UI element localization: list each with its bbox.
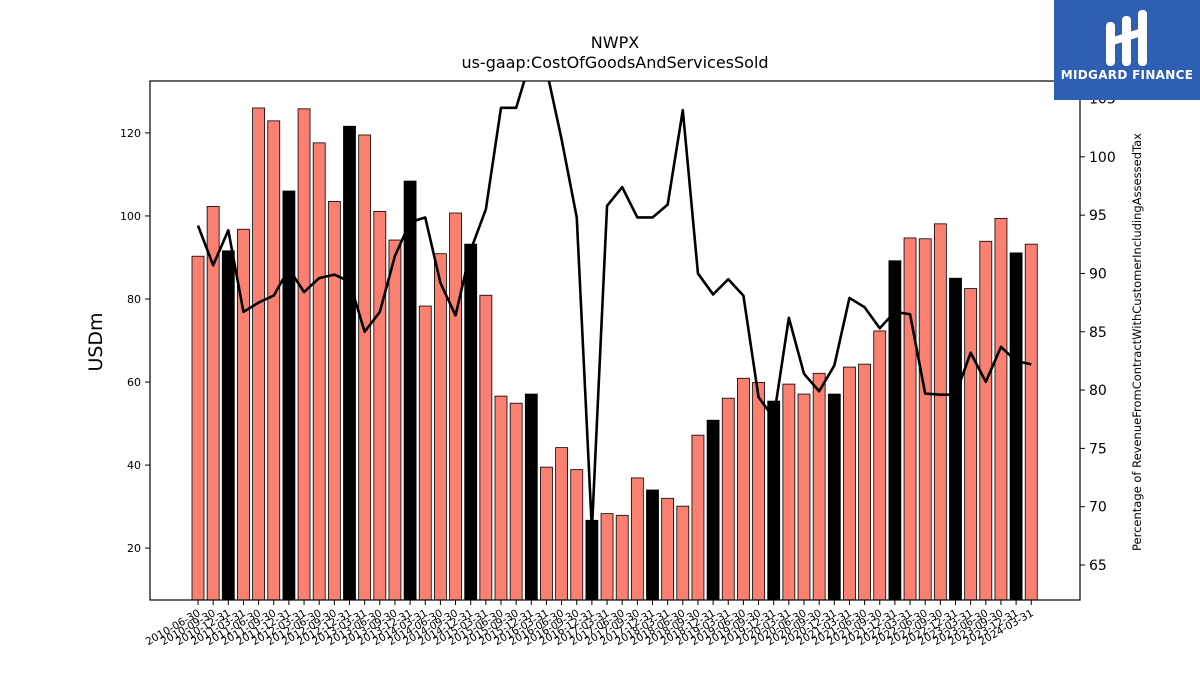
bar — [358, 134, 372, 601]
bar — [691, 434, 705, 601]
bar — [585, 519, 599, 601]
y2-axis-label: Percentage of RevenueFromContractWithCus… — [1130, 133, 1144, 551]
bar — [343, 125, 356, 601]
bar — [191, 255, 205, 601]
x-axis: 2010-06-302010-09-302010-12-312011-03-31… — [144, 600, 1036, 648]
bar — [449, 212, 462, 601]
bar — [797, 393, 811, 601]
bar — [721, 397, 735, 601]
y2-tick-label: 95 — [1089, 208, 1107, 224]
bar — [873, 330, 887, 601]
bar — [1024, 243, 1038, 601]
y-tick-label: 60 — [127, 376, 141, 389]
bar — [752, 382, 765, 601]
bar — [827, 393, 841, 601]
bar — [433, 253, 447, 601]
bar — [1009, 252, 1023, 601]
bar — [524, 393, 538, 601]
bar — [949, 277, 962, 601]
y2-tick-label: 80 — [1089, 383, 1107, 399]
y-axis-right: 65707580859095100105 — [1080, 91, 1116, 574]
bar — [994, 218, 1008, 601]
y-axis-label: USDm — [85, 312, 107, 371]
bar — [615, 514, 629, 601]
bar — [388, 239, 402, 601]
chart-subtitle: us-gaap:CostOfGoodsAndServicesSold — [461, 53, 768, 72]
y2-tick-label: 90 — [1089, 266, 1107, 282]
bar — [509, 402, 523, 601]
chart-title: NWPX — [591, 33, 639, 52]
y2-tick-label: 100 — [1089, 150, 1116, 166]
bar — [964, 288, 978, 601]
bar — [706, 419, 720, 601]
bar — [630, 477, 644, 601]
bar — [540, 466, 553, 601]
bar — [221, 250, 235, 601]
y2-tick-label: 75 — [1089, 441, 1107, 457]
y2-tick-label: 85 — [1089, 325, 1107, 341]
bar — [903, 237, 917, 601]
bar — [464, 243, 478, 601]
bar — [570, 469, 584, 601]
plot-frame — [149, 80, 1081, 601]
bar — [676, 505, 690, 601]
bar — [661, 497, 675, 601]
bar — [282, 190, 296, 601]
bar — [843, 366, 856, 601]
y-tick-label: 100 — [120, 210, 141, 223]
bar — [767, 400, 781, 601]
bar — [646, 489, 659, 601]
y2-tick-label: 65 — [1089, 558, 1107, 574]
bar — [418, 305, 432, 601]
y-tick-label: 120 — [120, 127, 141, 140]
bar — [555, 447, 568, 601]
series-line — [196, 81, 1032, 532]
bar — [267, 120, 281, 601]
bar — [918, 238, 932, 601]
bar — [252, 107, 266, 601]
logo-text: MIDGARD FINANCE — [1060, 68, 1194, 82]
y-tick-label: 20 — [127, 542, 141, 555]
y-tick-label: 80 — [127, 293, 141, 306]
y-tick-label: 40 — [127, 459, 141, 472]
bar — [812, 372, 826, 601]
bar — [403, 180, 417, 601]
line-series — [196, 81, 1032, 532]
bar — [312, 142, 326, 601]
bar-series — [191, 107, 1038, 601]
y2-tick-label: 70 — [1089, 500, 1107, 516]
bar — [782, 383, 796, 601]
bar — [737, 377, 750, 601]
logo-mark-icon — [1106, 10, 1147, 66]
y-axis-left: 20 40 60 80 100 120 — [120, 127, 150, 555]
bar — [979, 240, 993, 601]
bar — [297, 108, 311, 601]
brand-logo: MIDGARD FINANCE — [1054, 0, 1200, 100]
bar — [479, 294, 493, 601]
bar — [858, 363, 871, 601]
bar — [933, 223, 947, 601]
bar — [494, 395, 508, 601]
bar — [600, 513, 614, 601]
bar — [327, 201, 341, 601]
bar — [373, 210, 387, 601]
